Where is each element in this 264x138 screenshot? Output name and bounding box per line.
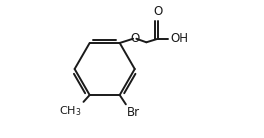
Text: O: O [154, 5, 163, 18]
Text: O: O [130, 32, 139, 45]
Text: Br: Br [126, 106, 140, 119]
Text: OH: OH [171, 32, 188, 45]
Text: CH$_3$: CH$_3$ [59, 104, 82, 118]
